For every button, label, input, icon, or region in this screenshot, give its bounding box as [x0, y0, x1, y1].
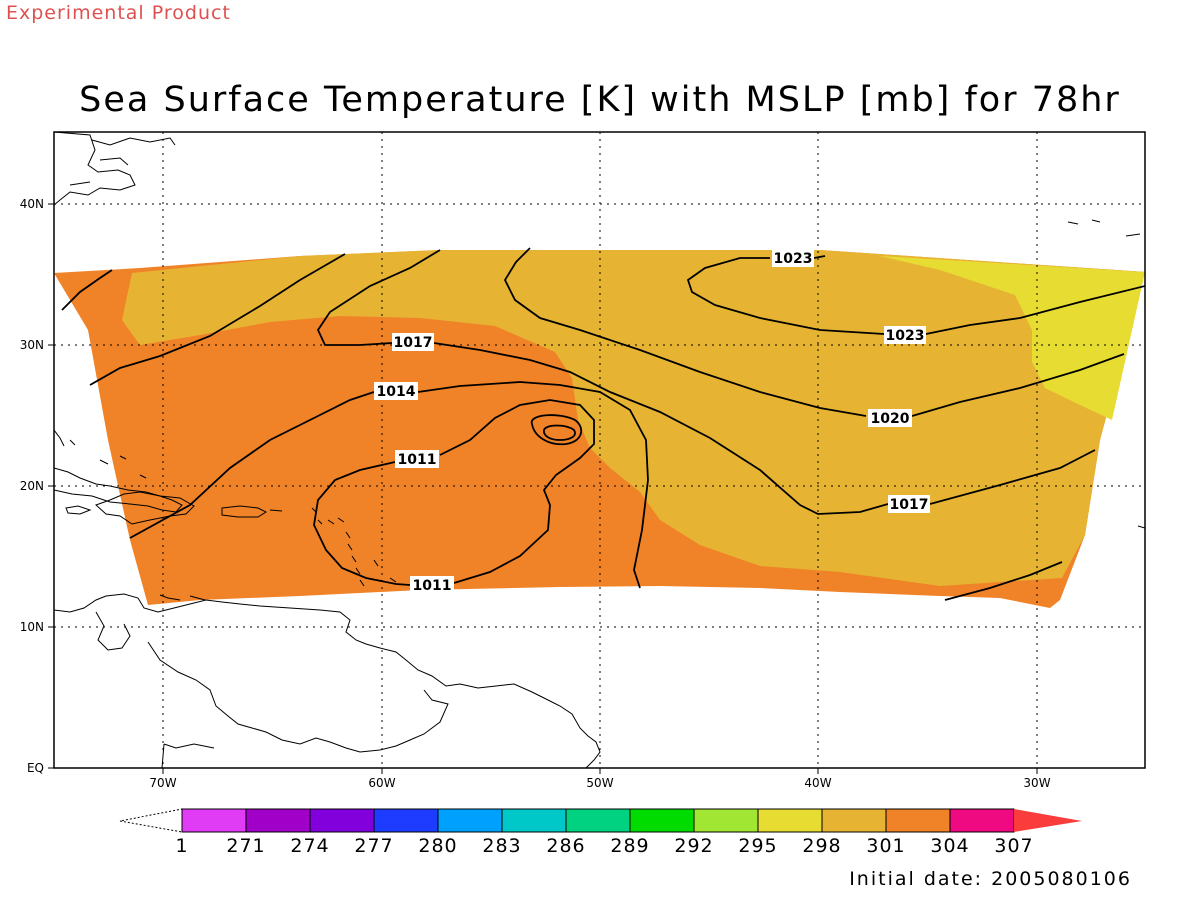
- lesser-antilles: [159, 507, 397, 601]
- svg-text:1023: 1023: [774, 251, 813, 267]
- colorbar-cell: [821, 808, 887, 833]
- contour-1011-east-tail: [944, 561, 1063, 601]
- lat-tick-label: EQ: [27, 761, 44, 775]
- jamaica-coast: [65, 505, 92, 515]
- contour-label-8: 1011: [410, 576, 454, 594]
- colorbar-cell: [501, 808, 567, 833]
- colorbar-cell: [757, 808, 823, 833]
- svg-text:1011: 1011: [398, 452, 437, 468]
- colorbar-label: 295: [738, 835, 777, 857]
- colorbar-label: 271: [226, 835, 265, 857]
- svg-text:1017: 1017: [394, 335, 433, 351]
- hispaniola-coast: [95, 491, 195, 525]
- lat-tick-label: 10N: [20, 620, 44, 634]
- low-center-ring-outer: [531, 414, 583, 446]
- map-area: 1023 1023 1020 1017 1017 1014: [54, 132, 1145, 768]
- colorbar-cells: [181, 808, 1015, 833]
- contour-1014: [129, 381, 649, 589]
- colorbar: 1 271 274 277 280 283 286 289 292 295 298 301 304 307: [119, 808, 1082, 857]
- colorbar-cell: [245, 808, 311, 833]
- experimental-product-label: Experimental Product: [6, 2, 231, 24]
- contour-label-6: 1014: [374, 382, 418, 400]
- colorbar-cell: [181, 808, 247, 833]
- colorbar-cell: [629, 808, 695, 833]
- contour-label-4: 1017: [888, 495, 930, 513]
- colorbar-label: 1: [175, 835, 188, 857]
- lat-tick-label: 40N: [20, 197, 44, 211]
- contour-label-2: 1023: [884, 326, 926, 344]
- svg-text:1023: 1023: [886, 328, 925, 344]
- contour-1011: [313, 399, 595, 586]
- contour-label-3: 1020: [868, 409, 912, 427]
- contour-label-5: 1017: [392, 333, 434, 351]
- atlantic-islands: [1067, 219, 1145, 529]
- contour-1020-west: [89, 253, 346, 386]
- contour-labels: 1023 1023 1020 1017 1017 1014: [374, 249, 930, 594]
- colorbar-label: 301: [866, 835, 905, 857]
- colorbar-label: 292: [674, 835, 713, 857]
- colorbar-label: 307: [994, 835, 1033, 857]
- new-england-coast: [69, 137, 176, 186]
- lon-tick-label: 40W: [804, 776, 831, 790]
- lon-tick-label: 70W: [149, 776, 176, 790]
- colorbar-label: 274: [290, 835, 329, 857]
- axis-ticks: [48, 203, 1038, 774]
- contour-label-1: 1023: [772, 249, 814, 267]
- lat-tick-label: 30N: [20, 338, 44, 352]
- north-america-coast: [54, 132, 136, 206]
- colorbar-cell: [565, 808, 631, 833]
- colorbar-cell: [693, 808, 759, 833]
- lon-tick-label: 30W: [1023, 776, 1050, 790]
- colorbar-label: 283: [482, 835, 521, 857]
- colorbar-labels: 1 271 274 277 280 283 286 289 292 295 298 301 304 307: [175, 835, 1033, 857]
- colorbar-right-arrow: [1014, 809, 1082, 832]
- mslp-contours: [61, 247, 1145, 601]
- contour-label-7: 1011: [395, 450, 439, 468]
- lat-tick-label: 20N: [20, 479, 44, 493]
- colorbar-cell: [949, 808, 1015, 833]
- south-america-coast: [54, 593, 601, 768]
- puerto-rico-coast: [221, 505, 283, 518]
- contour-1023: [686, 257, 1145, 335]
- low-center-ring-inner: [543, 424, 576, 441]
- lon-tick-label: 50W: [586, 776, 613, 790]
- lon-axis-labels: 70W 60W 50W 40W 30W: [149, 776, 1050, 790]
- grid-lines: [54, 132, 1145, 768]
- contour-1023-north: [813, 255, 826, 259]
- colorbar-label: 304: [930, 835, 969, 857]
- svg-text:1017: 1017: [890, 497, 929, 513]
- colorbar-cell: [885, 808, 951, 833]
- contour-1020: [503, 247, 1125, 417]
- south-america-interior: [95, 611, 449, 768]
- initial-date-label: Initial date: 2005080106: [849, 868, 1132, 890]
- svg-text:1020: 1020: [871, 411, 910, 427]
- contour-1017-west: [61, 269, 113, 311]
- colorbar-label: 286: [546, 835, 585, 857]
- lon-tick-label: 60W: [368, 776, 395, 790]
- colorbar-label: 280: [418, 835, 457, 857]
- coastlines: [54, 132, 1145, 768]
- svg-text:1011: 1011: [413, 578, 452, 594]
- colorbar-cell: [437, 808, 503, 833]
- colorbar-label: 289: [610, 835, 649, 857]
- svg-text:1014: 1014: [377, 384, 416, 400]
- sst-298-region: [880, 256, 1145, 420]
- colorbar-label: 277: [354, 835, 393, 857]
- lat-axis-labels: 40N 30N 20N 10N EQ: [20, 197, 44, 775]
- colorbar-cell: [309, 808, 375, 833]
- colorbar-cell: [373, 808, 439, 833]
- chart-title: Sea Surface Temperature [K] with MSLP [m…: [79, 80, 1121, 120]
- colorbar-label: 298: [802, 835, 841, 857]
- florida-bahamas: [54, 429, 147, 479]
- contour-1017: [316, 249, 1096, 515]
- colorbar-left-arrow: [119, 808, 183, 833]
